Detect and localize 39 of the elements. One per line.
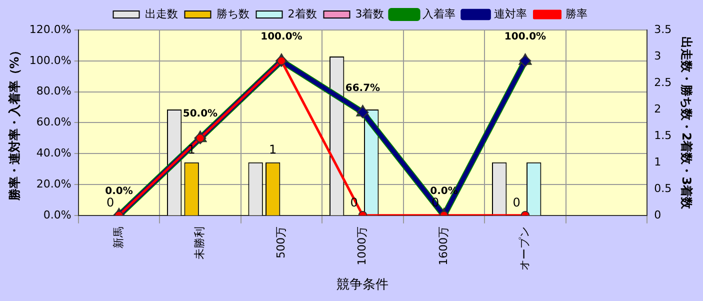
x-tick-label: 1600万 (436, 226, 450, 266)
x-tick-label: 1000万 (356, 226, 369, 266)
y2-tick-label: 3 (654, 49, 662, 62)
x-tick-label: 未勝利 (193, 226, 206, 260)
data-label: 100.0% (504, 31, 546, 42)
legend-label: 勝率 (566, 7, 588, 20)
legend-label: 2着数 (288, 7, 317, 20)
y2-tick-label: 2 (654, 102, 662, 116)
data-label: 50.0% (182, 108, 218, 120)
x-axis-title: 競争条件 (336, 278, 389, 293)
legend-label: 出走数 (144, 7, 178, 20)
legend-label: 連対率 (494, 7, 528, 20)
x-tick-label: 新馬 (112, 226, 125, 248)
y-tick-label: 0.0% (43, 208, 72, 222)
y-axis-title: 勝率・連対率・入着率（%） (7, 44, 22, 202)
y2-axis-title: 出走数・勝ち数・2着数・3着数 (680, 36, 694, 210)
y-tick-label: 40.0% (36, 146, 72, 160)
x-tick-label: 500万 (274, 226, 288, 258)
y-tick-label: 80.0% (36, 84, 72, 98)
data-label: 0.0% (105, 186, 133, 197)
data-label: 1 (269, 142, 277, 157)
x-tick-label: オープン (518, 226, 532, 270)
data-label: 0 (106, 196, 114, 210)
data-label: 100.0% (260, 31, 302, 42)
y2-tick-label: 1 (654, 155, 662, 168)
data-label: 0 (512, 196, 520, 210)
y-tick-label: 100.0% (29, 54, 72, 67)
legend-label: 入着率 (422, 7, 456, 20)
legend-label: 3着数 (355, 7, 384, 20)
y-tick-label: 120.0% (29, 22, 72, 36)
y2-tick-label: 0.5 (654, 182, 672, 195)
y2-tick-label: 1.5 (654, 128, 672, 142)
y2-tick-label: 0 (654, 208, 662, 222)
y-tick-label: 60.0% (36, 116, 72, 129)
y2-tick-label: 3.5 (654, 22, 672, 36)
legend-label: 勝ち数 (216, 7, 250, 20)
data-label: 66.7% (345, 82, 380, 94)
y2-tick-label: 2.5 (654, 76, 672, 89)
y-tick-label: 20.0% (36, 177, 72, 190)
